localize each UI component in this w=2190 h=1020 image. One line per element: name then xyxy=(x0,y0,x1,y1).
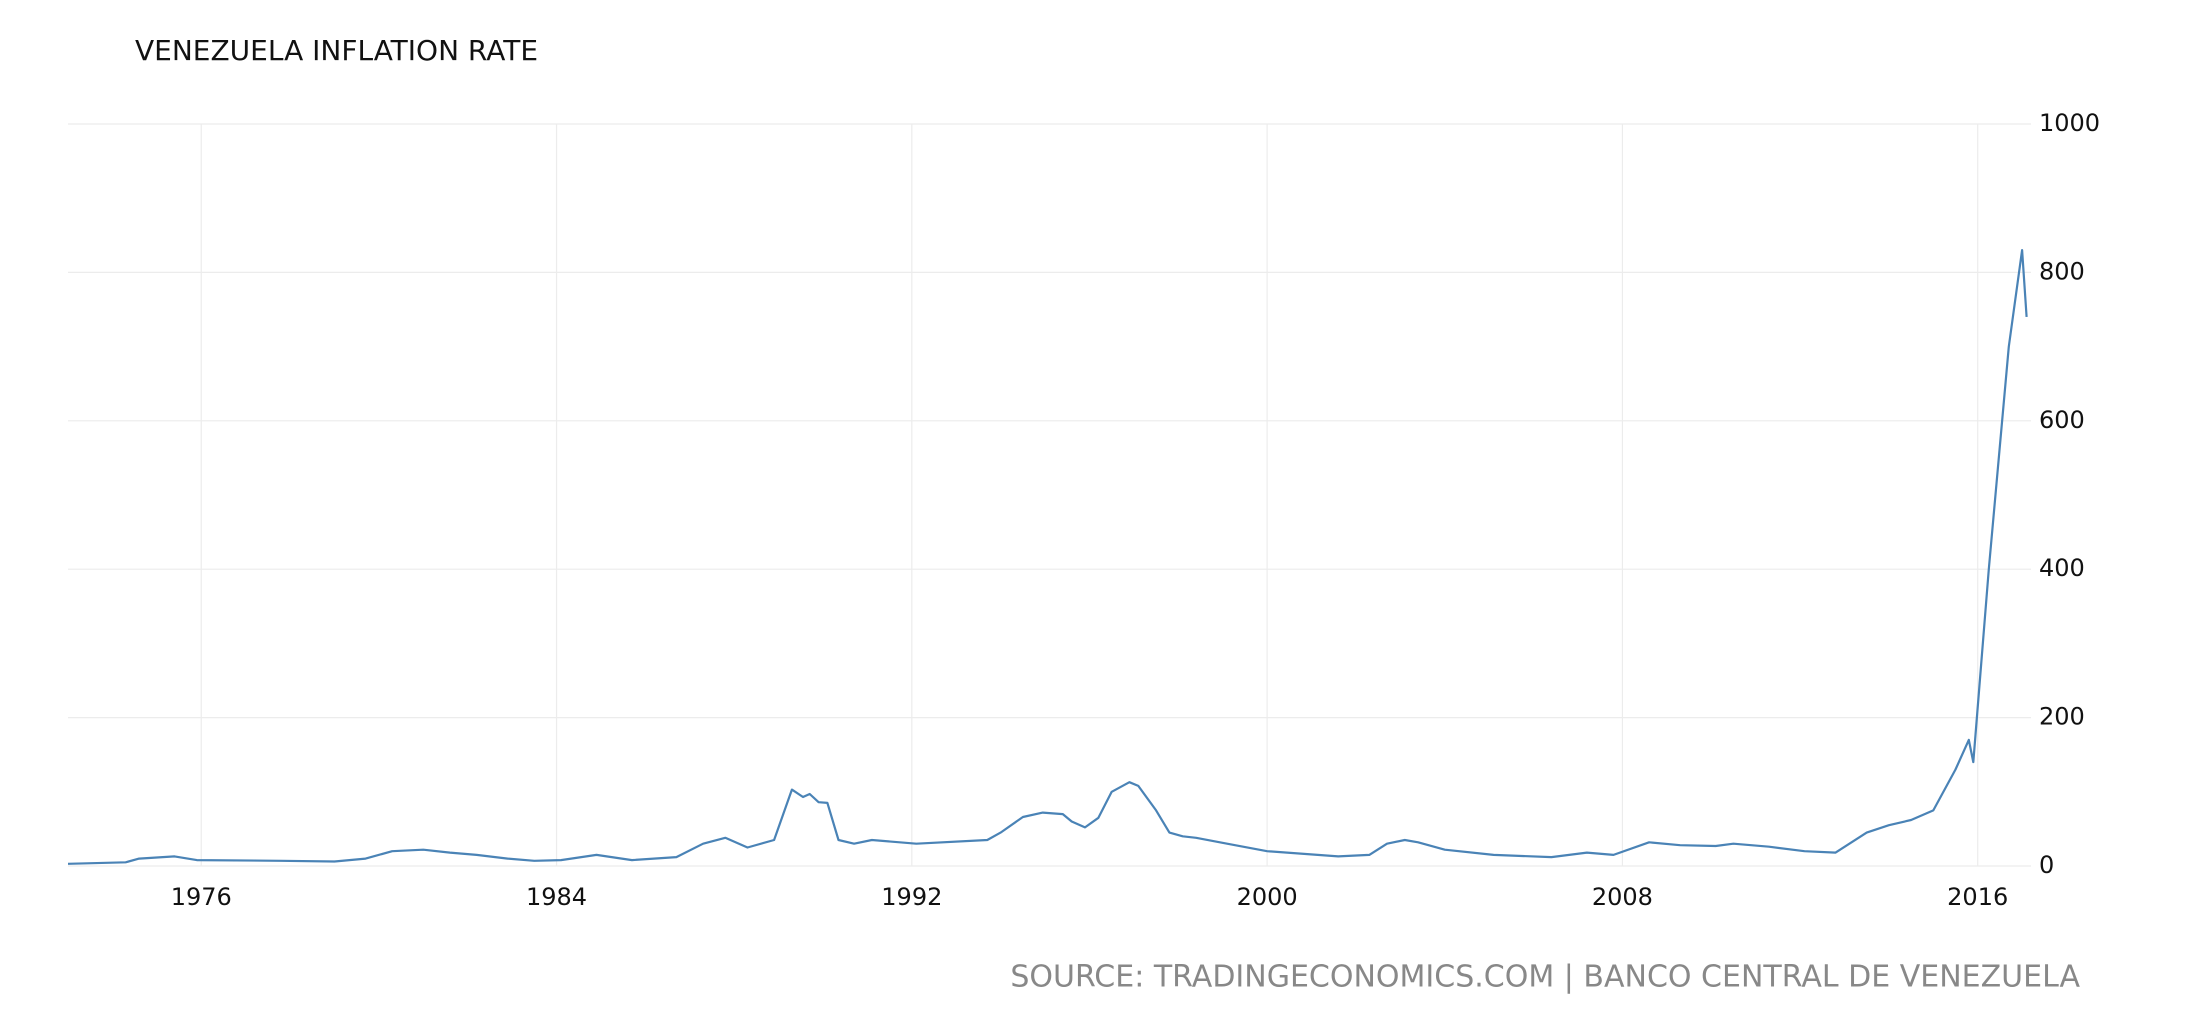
source: SOURCE: TRADINGECONOMICS.COM | BANCO CEN… xyxy=(1010,960,2080,995)
y-tick-label: 800 xyxy=(2039,257,2085,285)
x-tick-label: 1976 xyxy=(171,883,232,911)
y-tick-label: 400 xyxy=(2039,554,2085,582)
x-tick-label: 1992 xyxy=(881,883,942,911)
data-line xyxy=(67,249,2028,865)
y-tick-label: 600 xyxy=(2039,406,2085,434)
y-tick-label: 0 xyxy=(2039,851,2054,879)
chart-title: VENEZUELA INFLATION RATE xyxy=(135,34,538,67)
y-tick-label: 1000 xyxy=(2039,109,2100,137)
x-tick-label: 2008 xyxy=(1592,883,1653,911)
y-tick-label: 200 xyxy=(2039,703,2085,731)
x-tick-label: 2016 xyxy=(1947,883,2008,911)
x-tick-label: 2000 xyxy=(1237,883,1298,911)
x-tick-label: 1984 xyxy=(526,883,587,911)
